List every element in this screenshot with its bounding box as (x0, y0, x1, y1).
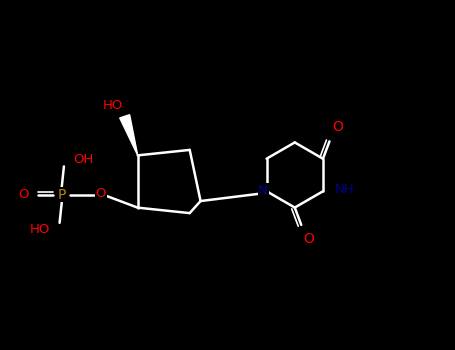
Text: P: P (58, 188, 66, 202)
Text: HO: HO (102, 99, 123, 112)
Text: O: O (18, 188, 29, 201)
Text: O: O (96, 187, 106, 200)
Polygon shape (120, 115, 138, 155)
Text: OH: OH (73, 153, 94, 166)
Text: HO: HO (30, 223, 50, 236)
Text: O: O (332, 120, 343, 134)
Text: NH: NH (335, 183, 355, 196)
Text: O: O (303, 232, 314, 246)
Text: N: N (258, 184, 268, 197)
